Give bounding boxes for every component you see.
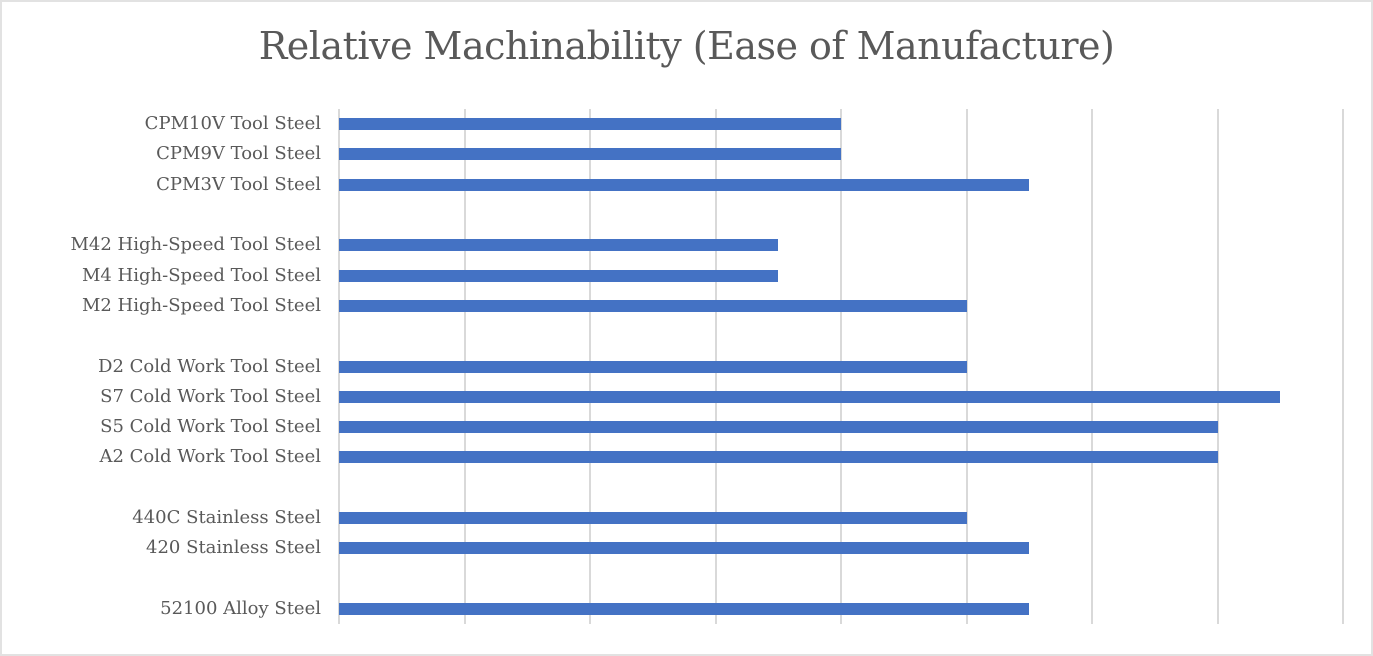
- bar: [339, 451, 1218, 464]
- category-label: 52100 Alloy Steel: [160, 597, 321, 619]
- bar: [339, 421, 1218, 434]
- bar: [339, 118, 841, 131]
- plot-area: CPM10V Tool Steel CPM9V Tool Steel CPM3V T…: [71, 109, 1344, 624]
- category-label: M42 High-Speed Tool Steel: [70, 234, 322, 256]
- bar: [339, 360, 967, 373]
- gridline: [1342, 109, 1344, 624]
- category-label: 440C Stainless Steel: [132, 506, 321, 528]
- category-label: CPM10V Tool Steel: [144, 113, 321, 135]
- gridline: [1216, 109, 1219, 624]
- bar: [339, 511, 967, 524]
- category-label: S7 Cold Work Tool Steel: [100, 385, 321, 407]
- category-label: D2 Cold Work Tool Steel: [98, 355, 321, 377]
- category-label: S5 Cold Work Tool Steel: [100, 416, 321, 438]
- bar: [339, 269, 779, 282]
- bar: [339, 178, 1030, 191]
- gridline: [1091, 109, 1093, 624]
- bar: [339, 148, 841, 161]
- category-label: CPM3V Tool Steel: [156, 173, 321, 195]
- category-label: 420 Stainless Steel: [146, 537, 321, 559]
- bar: [339, 390, 1281, 403]
- bar: [339, 542, 1030, 555]
- chart-title: Relative Machinability (Ease of Manufact…: [258, 24, 1115, 68]
- bar: [339, 602, 1030, 615]
- bar: [339, 299, 967, 312]
- bar: [339, 239, 779, 252]
- category-label: A2 Cold Work Tool Steel: [99, 446, 321, 468]
- category-label: M4 High-Speed Tool Steel: [81, 264, 321, 286]
- gridline: [965, 109, 968, 624]
- category-label: CPM9V Tool Steel: [156, 143, 321, 165]
- category-label: M2 High-Speed Tool Steel: [81, 294, 321, 316]
